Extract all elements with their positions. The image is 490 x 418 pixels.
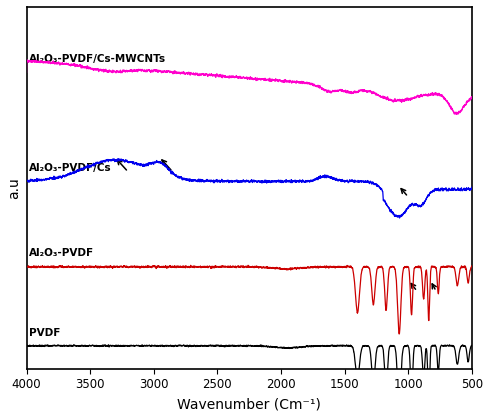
Text: Al₂O₃-PVDF/Cs-MWCNTs: Al₂O₃-PVDF/Cs-MWCNTs <box>29 54 166 64</box>
Text: Al₂O₃-PVDF/Cs: Al₂O₃-PVDF/Cs <box>29 163 112 173</box>
X-axis label: Wavenumber (Cm⁻¹): Wavenumber (Cm⁻¹) <box>177 397 321 411</box>
Y-axis label: a.u: a.u <box>7 177 21 199</box>
Text: Al₂O₃-PVDF: Al₂O₃-PVDF <box>29 248 94 258</box>
Text: PVDF: PVDF <box>29 328 60 338</box>
